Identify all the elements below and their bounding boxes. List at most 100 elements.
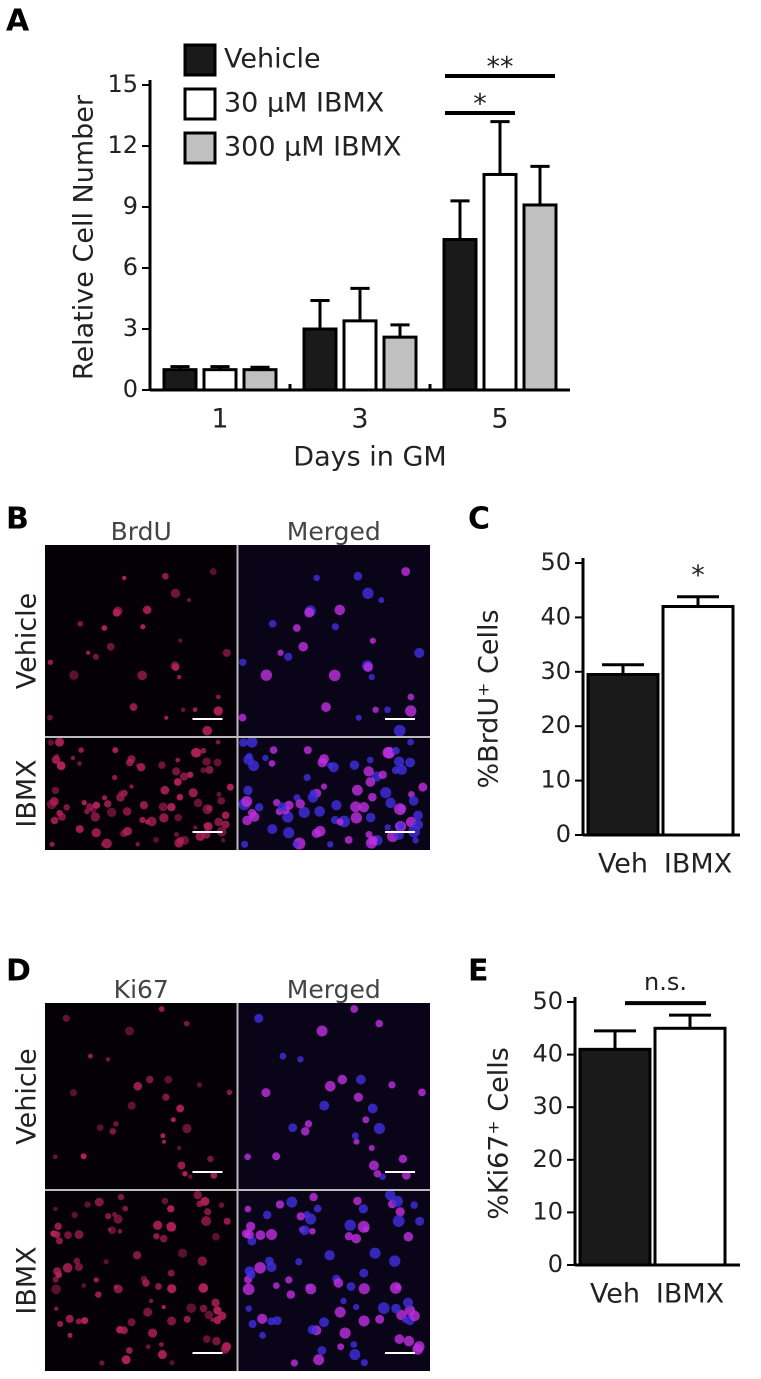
cell (321, 702, 331, 712)
cell (368, 1144, 375, 1151)
cell (349, 1349, 361, 1361)
cell (238, 713, 247, 722)
cell (317, 1346, 327, 1355)
cell (127, 1318, 136, 1327)
cell (415, 1216, 425, 1226)
significance-label: * (473, 89, 487, 120)
cell (49, 797, 59, 806)
cell (158, 802, 168, 812)
cell (186, 1303, 197, 1313)
cell (410, 1201, 418, 1209)
x-tick-label: 5 (491, 404, 508, 435)
cell (192, 707, 198, 713)
cell (243, 785, 253, 796)
cell (116, 1325, 124, 1334)
x-tick-label: 3 (351, 404, 368, 435)
cell (389, 1282, 402, 1294)
cell (393, 829, 404, 840)
cell (277, 649, 284, 656)
cell (186, 598, 191, 603)
cell (409, 1310, 420, 1322)
cell (106, 642, 115, 651)
y-tick-label: 50 (532, 987, 563, 1015)
cell (210, 1171, 218, 1179)
cell (182, 1171, 188, 1177)
cell (380, 787, 392, 799)
cell (373, 1122, 386, 1135)
cell (221, 820, 230, 829)
bar (522, 203, 558, 392)
cell (358, 801, 370, 813)
cell (305, 1213, 317, 1225)
cell (201, 1216, 212, 1226)
cell (239, 738, 248, 747)
cell (303, 773, 311, 782)
y-tick-label: 15 (107, 70, 138, 98)
cell (336, 818, 344, 826)
cell (363, 662, 373, 672)
cell (142, 1279, 150, 1287)
cell (279, 1052, 287, 1060)
cell (199, 1304, 208, 1313)
row-label: Vehicle (12, 593, 43, 690)
cell (80, 1153, 87, 1160)
y-tick-label: 10 (532, 1197, 563, 1225)
cell (86, 803, 94, 811)
cell (47, 714, 53, 721)
cell (408, 795, 419, 806)
cell (53, 1206, 58, 1212)
cell (212, 1232, 220, 1241)
cell (269, 746, 278, 754)
cell (55, 1271, 63, 1279)
cell (205, 823, 211, 829)
column-label: BrdU (111, 517, 172, 546)
column-label: Ki67 (114, 975, 169, 1004)
cell (196, 1082, 203, 1088)
row-label: Vehicle (12, 1048, 43, 1145)
cell (378, 597, 385, 604)
cell (192, 748, 202, 758)
cell (307, 1324, 318, 1335)
cell (246, 736, 258, 748)
cell (51, 755, 61, 765)
cell (305, 1283, 317, 1295)
cell (221, 811, 230, 820)
bar (302, 327, 338, 392)
image-background (237, 545, 430, 850)
cell (56, 761, 66, 771)
cell (105, 1057, 111, 1062)
cell (205, 765, 214, 774)
cell (169, 1360, 175, 1366)
cell (379, 1173, 386, 1181)
cell (167, 1269, 175, 1277)
cell (183, 1315, 191, 1323)
cell (172, 767, 181, 776)
cell (263, 1210, 272, 1220)
cell (222, 648, 231, 657)
cell (260, 669, 273, 681)
cell (216, 792, 222, 797)
cell (324, 1250, 335, 1261)
cell (50, 816, 59, 825)
bar (202, 368, 238, 392)
cell (273, 1282, 280, 1289)
cell (245, 1305, 252, 1312)
cell (51, 786, 60, 795)
cell (49, 841, 55, 847)
cell (81, 1283, 87, 1288)
cell (393, 724, 406, 737)
y-tick-label: 0 (123, 375, 138, 403)
y-tick-label: 10 (540, 766, 571, 794)
cell (353, 571, 363, 581)
bar (482, 172, 518, 392)
bar (661, 605, 735, 837)
cell (81, 1317, 89, 1325)
cell (353, 1138, 360, 1145)
cell (164, 1075, 173, 1084)
cell (112, 608, 121, 617)
bar (382, 335, 418, 392)
cell (339, 1327, 351, 1339)
y-tick-label: 6 (123, 253, 138, 281)
cell (62, 1014, 70, 1022)
y-tick-label: 30 (532, 1092, 563, 1120)
